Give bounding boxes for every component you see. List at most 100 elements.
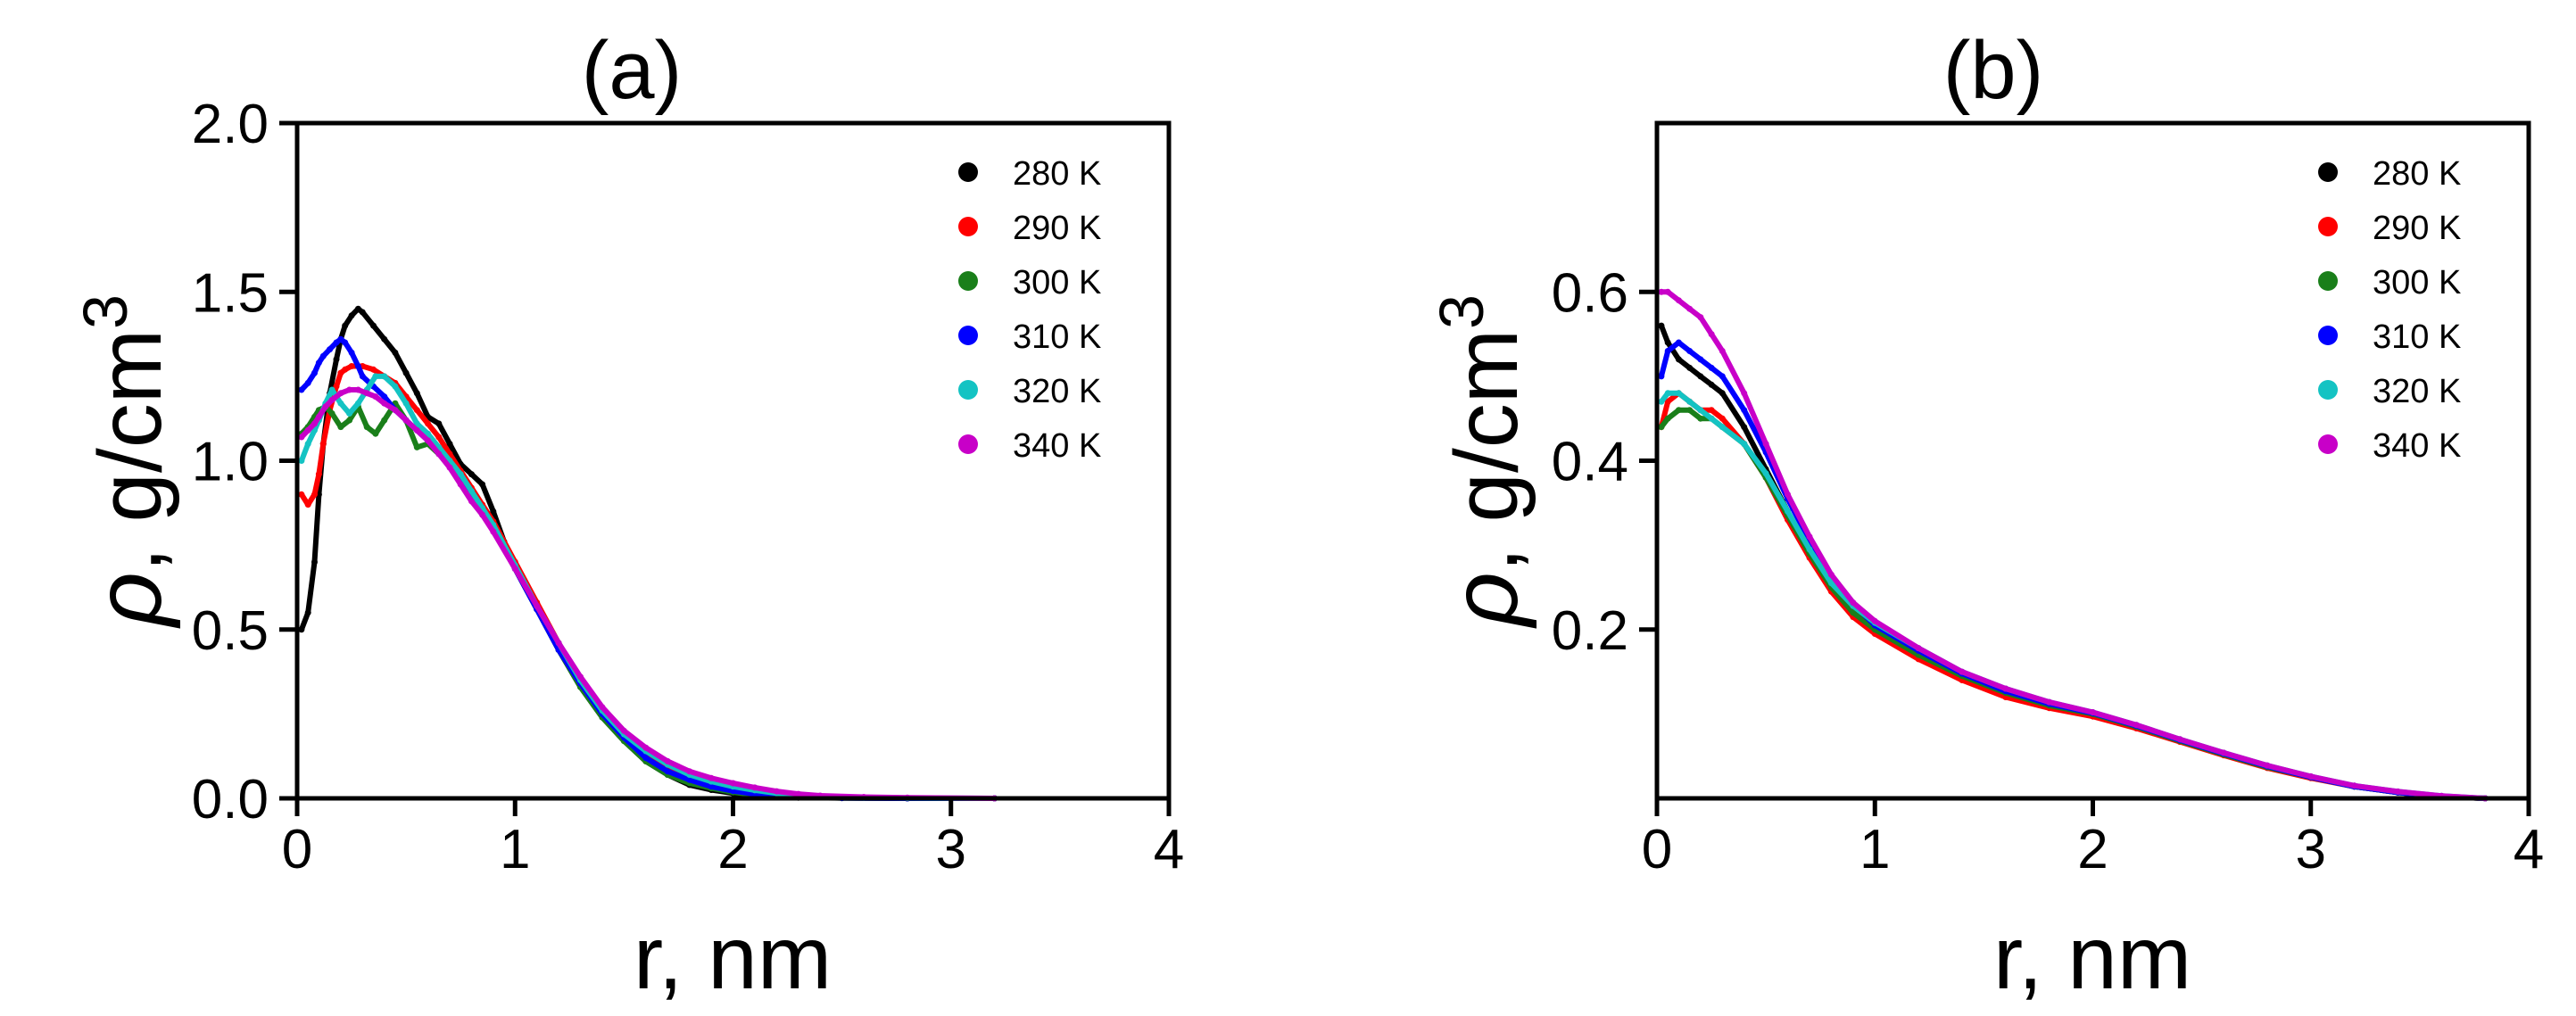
panel-b-title: (b) (1943, 25, 2043, 116)
panel-a-point-340K-3 (315, 413, 322, 420)
panel-a-point-310K-32 (686, 776, 693, 783)
panel-a-legend-label-310K: 310 K (1013, 318, 1101, 356)
panel-a-point-280K-11 (359, 309, 366, 316)
panel-a-point-310K-31 (664, 768, 671, 775)
panel-a-point-340K-27 (620, 727, 627, 734)
panel-b-point-340K-2 (1675, 297, 1682, 304)
panel-b-point-300K-0 (1658, 424, 1665, 431)
panel-b-series-290K-line (1658, 390, 2489, 801)
panel-a-point-280K-19 (446, 441, 453, 448)
panel-a-point-280K-0 (298, 626, 305, 633)
panel-a-point-290K-8 (342, 366, 349, 373)
panel-b-point-280K-4 (1697, 373, 1704, 380)
panel-b-legend-marker-290K (2318, 217, 2338, 236)
panel-b-point-310K-2 (1675, 339, 1682, 346)
panel-a-point-340K-5 (328, 396, 335, 403)
panel-b-xtick-label-0: 0 (1642, 819, 1672, 880)
panel-a-point-290K-15 (413, 407, 420, 414)
panel-b-series-280K-line (1658, 323, 2489, 801)
panel-a-point-280K-15 (402, 369, 410, 376)
panel-a-ytick-label-3: 1.5 (192, 262, 269, 324)
panel-b-legend-marker-320K (2318, 380, 2338, 400)
panel-b-point-340K-21 (2220, 749, 2227, 756)
panel-a-point-300K-10 (372, 430, 379, 437)
panel-a-point-310K-3 (315, 359, 322, 367)
panel-b-point-340K-14 (1915, 645, 1922, 652)
panel-b-point-340K-12 (1850, 599, 1857, 606)
panel-b-ylabel: ρ, g/cm3 (1427, 294, 1537, 629)
panel-b-legend-label-320K: 320 K (2373, 373, 2461, 410)
panel-a-point-340K-32 (730, 780, 736, 787)
panel-a-point-340K-1 (304, 426, 311, 434)
panel-a-title: (a) (582, 25, 682, 116)
panel-b-point-340K-9 (1785, 491, 1791, 498)
panel-b-legend-label-290K: 290 K (2373, 210, 2461, 247)
panel-b-ylabel-superscript: 3 (1427, 294, 1496, 329)
panel-b-legend-marker-280K (2318, 162, 2338, 182)
panel-a-point-340K-15 (425, 437, 431, 444)
panel-a-ylabel-text: , g/cm (80, 329, 180, 572)
panel-a-point-310K-10 (354, 363, 361, 369)
panel-b-point-320K-7 (1741, 441, 1748, 448)
panel-a-series-280K-line (298, 306, 998, 801)
panel-a-point-340K-35 (795, 790, 802, 797)
panel-a-legend-marker-320K (958, 380, 978, 400)
panel-a-point-340K-10 (372, 393, 379, 401)
panel-a-point-340K-28 (642, 744, 650, 751)
panel-a-point-320K-8 (354, 400, 361, 407)
panel-a-point-340K-8 (354, 386, 361, 393)
panel-b-ytick-label-2: 0.6 (1552, 262, 1628, 324)
panel-b-legend-marker-310K (2318, 326, 2338, 345)
panel-a-point-340K-4 (322, 403, 329, 410)
panel-a-point-300K-9 (363, 424, 370, 431)
panel-a-point-280K-23 (490, 508, 497, 515)
panel-a-point-340K-14 (413, 426, 420, 434)
panel-b-point-340K-3 (1686, 305, 1694, 312)
panel-b-point-320K-3 (1686, 398, 1694, 405)
panel-a-legend-marker-280K (958, 162, 978, 182)
panel-a-legend-marker-310K (958, 326, 978, 345)
panel-b: (b) 0 1 2 3 40.20.40.6 r, nm ρ, g/cm3 280 K2… (1427, 25, 2544, 1008)
panel-b-point-320K-8 (1762, 470, 1769, 477)
panel-a-point-340K-34 (773, 788, 780, 795)
panel-a-point-340K-0 (298, 434, 305, 441)
panel-b-point-340K-15 (1959, 668, 1966, 675)
panel-b-point-310K-7 (1741, 407, 1748, 414)
panel-a-point-320K-0 (298, 458, 305, 464)
panel-a-point-340K-16 (435, 450, 443, 458)
panel-a-point-340K-31 (708, 774, 715, 781)
panel-a-point-280K-16 (413, 390, 420, 397)
panel-b-point-340K-17 (2046, 698, 2053, 706)
panel-a-point-340K-25 (577, 673, 584, 681)
panel-a-point-310K-30 (642, 755, 650, 762)
panel-b-point-310K-1 (1664, 348, 1671, 354)
panel-a-point-280K-18 (435, 420, 443, 427)
panel-b-point-320K-10 (1806, 546, 1813, 553)
panel-b-point-300K-4 (1697, 415, 1704, 422)
panel-a-series-290K-line (298, 363, 998, 801)
panel-a-point-340K-22 (511, 566, 518, 573)
panel-b-point-280K-2 (1675, 356, 1682, 363)
panel-b-point-320K-2 (1675, 390, 1682, 397)
panel-b-point-320K-4 (1697, 407, 1704, 414)
panel-a-point-310K-5 (327, 346, 334, 353)
panel-a-point-300K-7 (346, 417, 353, 424)
panel-b-point-320K-6 (1719, 424, 1726, 431)
panel-b-point-290K-1 (1664, 398, 1671, 405)
panel-a-ylabel-symbol: ρ (76, 572, 181, 629)
panel-a-point-340K-12 (392, 407, 399, 414)
panel-a-point-280K-22 (479, 481, 486, 488)
panel-b-point-340K-0 (1658, 288, 1665, 295)
panel-a-legend-label-280K: 280 K (1013, 155, 1101, 193)
panel-b-point-310K-0 (1658, 373, 1665, 380)
panel-a-legend-marker-340K (958, 434, 978, 454)
panel-a-point-280K-21 (468, 471, 475, 478)
panel-a-point-340K-2 (311, 420, 318, 427)
panel-a-point-340K-23 (534, 602, 541, 609)
panel-a-legend: 280 K 290 K 300 K 310 K 320 K 340 K (958, 155, 1101, 465)
panel-b-point-300K-1 (1664, 415, 1671, 422)
panel-a-point-310K-13 (381, 393, 388, 401)
panel-b-point-340K-7 (1741, 390, 1748, 397)
panel-b-legend-marker-300K (2318, 271, 2338, 291)
panel-b-point-340K-22 (2264, 762, 2271, 769)
